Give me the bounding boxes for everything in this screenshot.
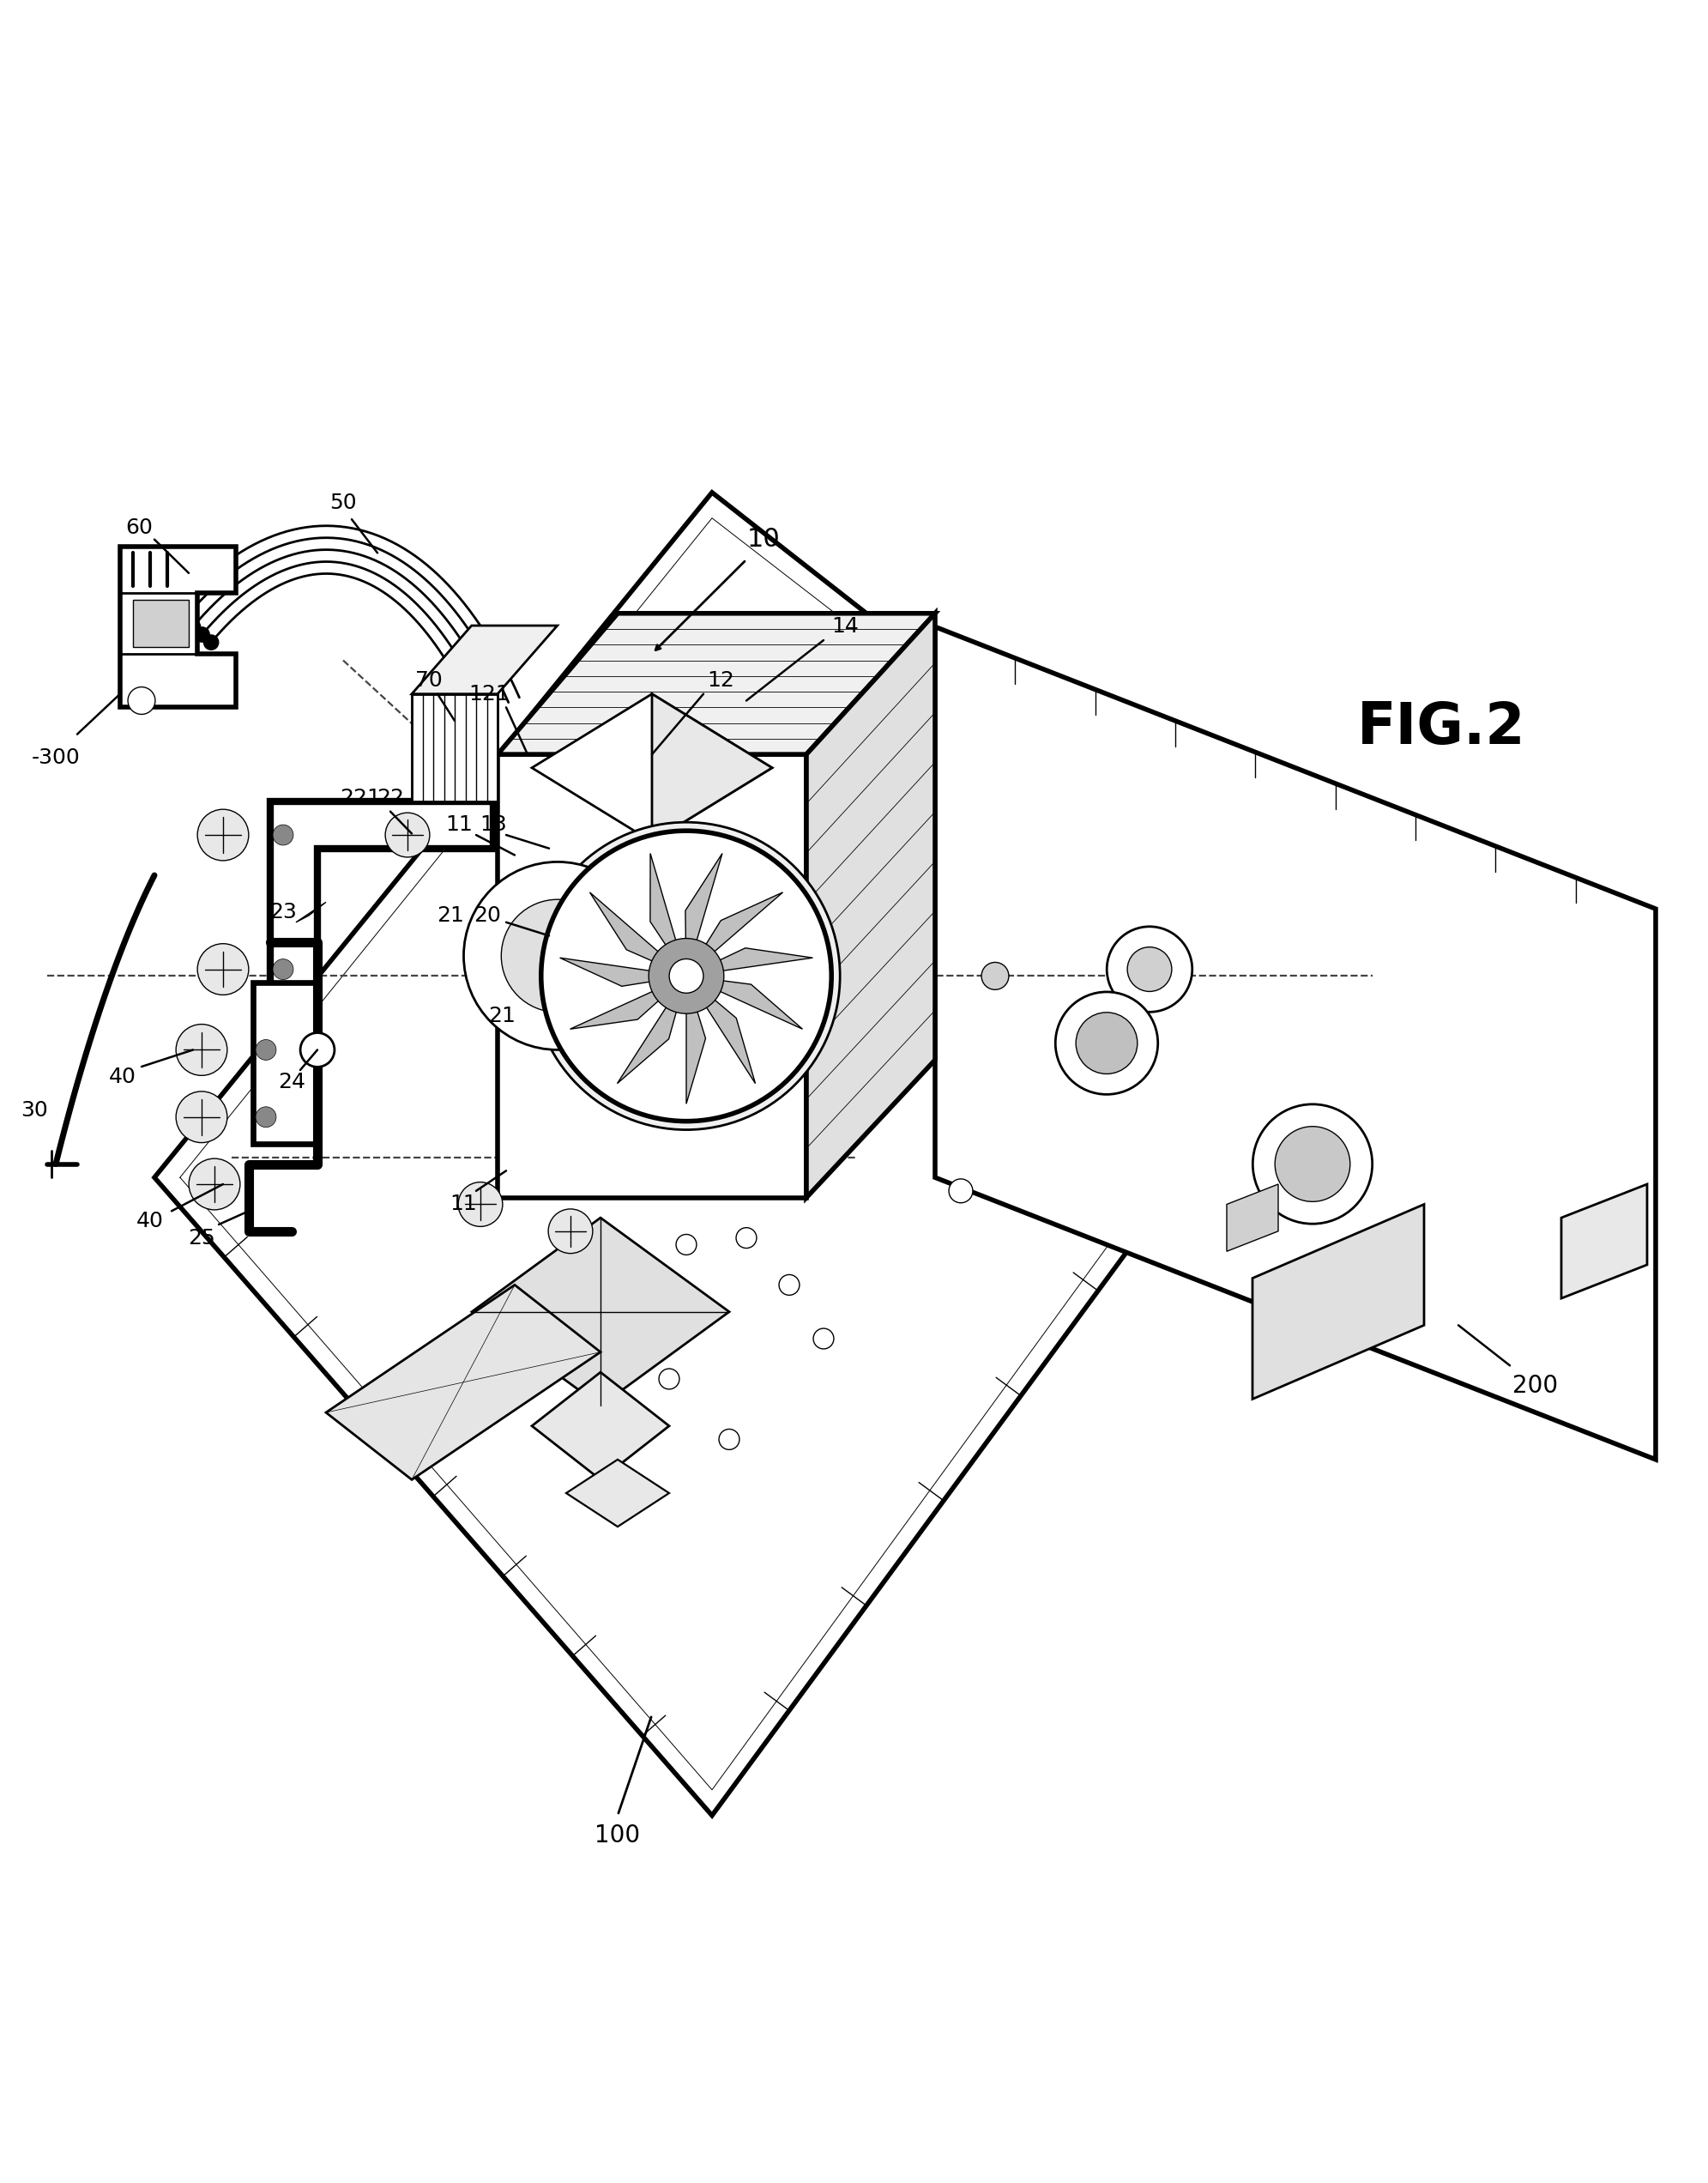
Circle shape [1076,1013,1138,1074]
Polygon shape [687,893,782,976]
Circle shape [190,1159,241,1209]
Circle shape [533,823,840,1131]
Polygon shape [687,976,705,1105]
Circle shape [128,688,155,714]
Polygon shape [253,982,318,1144]
Circle shape [982,963,1009,989]
Circle shape [176,1092,227,1142]
Text: 25: 25 [188,1227,215,1249]
Polygon shape [687,976,755,1083]
Polygon shape [1252,1205,1424,1399]
Text: 70: 70 [415,670,442,690]
Text: 200: 200 [1513,1373,1558,1397]
Text: 14: 14 [832,616,859,637]
Circle shape [1107,926,1192,1013]
Polygon shape [1226,1183,1278,1251]
Polygon shape [565,1460,670,1526]
Polygon shape [651,854,687,976]
Polygon shape [412,694,497,801]
Circle shape [676,1233,697,1255]
Circle shape [301,1033,335,1067]
Text: 11: 11 [449,1194,477,1214]
Polygon shape [471,1218,729,1406]
Circle shape [1127,947,1172,991]
Text: 121: 121 [468,683,509,705]
Polygon shape [806,613,934,1198]
Text: 221: 221 [340,788,381,808]
Circle shape [548,1209,593,1253]
Text: 60: 60 [125,517,152,537]
Circle shape [1252,1105,1372,1225]
Polygon shape [412,627,557,694]
Text: -300: -300 [31,747,80,768]
Text: 13: 13 [480,814,507,836]
Circle shape [463,862,651,1050]
Text: 12: 12 [707,670,734,690]
Polygon shape [1561,1183,1647,1299]
Polygon shape [934,627,1655,1460]
Text: 10: 10 [746,526,781,552]
Circle shape [176,1024,227,1076]
Circle shape [273,825,294,845]
Circle shape [659,1369,680,1388]
Circle shape [458,1183,502,1227]
Circle shape [670,958,704,993]
Circle shape [198,810,249,860]
Text: 30: 30 [20,1100,48,1120]
Text: 11: 11 [446,814,473,836]
Text: 22: 22 [376,788,405,808]
Circle shape [541,832,832,1122]
Text: 100: 100 [594,1823,640,1847]
Polygon shape [270,801,494,989]
Text: 50: 50 [330,491,357,513]
Polygon shape [120,546,236,707]
Text: 21: 21 [437,906,465,926]
Circle shape [736,1227,757,1249]
Polygon shape [570,976,687,1028]
Polygon shape [589,893,687,976]
Circle shape [186,620,200,633]
Polygon shape [497,755,806,1198]
Text: 40: 40 [109,1067,137,1087]
Text: 23: 23 [270,902,297,923]
Polygon shape [295,902,326,921]
Text: 20: 20 [473,906,500,926]
Polygon shape [154,493,1331,1816]
Circle shape [256,1039,277,1061]
Polygon shape [133,600,188,646]
Polygon shape [560,958,687,987]
Circle shape [178,611,191,627]
Text: 21: 21 [488,1006,516,1026]
Circle shape [950,1179,974,1203]
Polygon shape [685,854,722,976]
Circle shape [1274,1126,1349,1201]
Polygon shape [617,976,687,1083]
Text: FIG.2: FIG.2 [1356,699,1525,755]
Circle shape [779,1275,799,1295]
Circle shape [386,812,430,858]
Polygon shape [326,1286,601,1480]
Circle shape [195,629,208,642]
Circle shape [256,1107,277,1126]
Circle shape [649,939,724,1013]
Circle shape [205,635,219,648]
Circle shape [719,1430,740,1450]
Circle shape [813,1329,834,1349]
Circle shape [167,605,181,618]
Circle shape [1056,991,1158,1094]
Circle shape [500,899,613,1013]
Polygon shape [497,613,934,755]
Text: 40: 40 [137,1212,164,1231]
Polygon shape [652,694,772,843]
Circle shape [198,943,249,995]
Polygon shape [687,947,813,976]
Polygon shape [531,694,772,843]
Text: 24: 24 [278,1072,306,1092]
Polygon shape [531,1373,670,1480]
Circle shape [273,958,294,980]
Polygon shape [687,976,803,1028]
